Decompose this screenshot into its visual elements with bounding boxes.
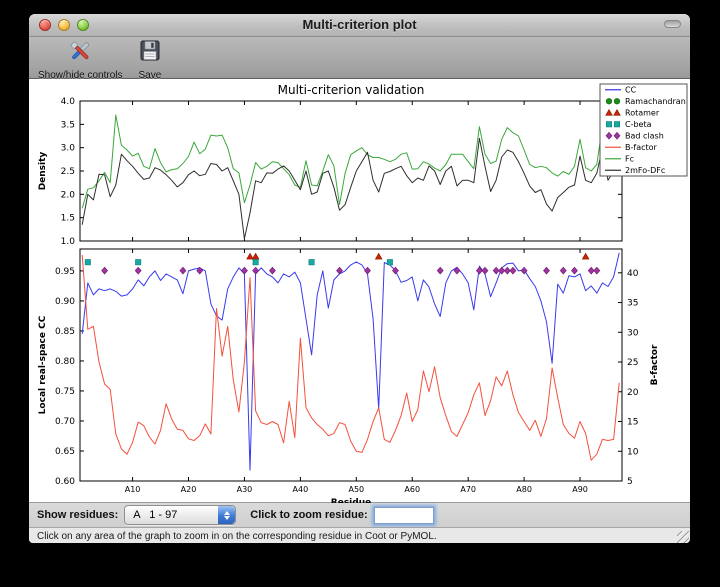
svg-text:2.5: 2.5: [61, 167, 75, 177]
series-CC: [81, 252, 620, 471]
markers-bad-clash: [101, 266, 601, 275]
svg-text:0.70: 0.70: [55, 417, 75, 427]
markers-rotamer: [246, 252, 590, 260]
markers-c-beta: [84, 259, 393, 266]
svg-text:30: 30: [627, 328, 639, 338]
svg-text:3.5: 3.5: [61, 120, 75, 130]
series-Fc: [81, 114, 620, 209]
zoom-residue-label: Click to zoom residue:: [250, 509, 368, 521]
multi-criterion-plot-window: Multi-criterion plot: [29, 14, 690, 543]
svg-text:A20: A20: [181, 485, 197, 494]
svg-text:B-factor: B-factor: [650, 344, 660, 385]
show-residues-value: A 1 - 97: [133, 509, 178, 521]
show-hide-controls-button[interactable]: Show/hide controls: [38, 39, 123, 81]
svg-text:2mFo-DFc: 2mFo-DFc: [625, 166, 665, 175]
svg-text:A70: A70: [460, 485, 476, 494]
tools-icon: [67, 39, 93, 69]
svg-text:2.0: 2.0: [61, 190, 76, 200]
window-controls: [39, 19, 89, 31]
show-residues-select[interactable]: A 1 - 97: [124, 505, 237, 525]
zoom-window-button[interactable]: [77, 19, 89, 31]
series-B-factor: [81, 254, 620, 461]
svg-text:A10: A10: [125, 485, 141, 494]
svg-text:1.0: 1.0: [61, 237, 76, 247]
svg-text:15: 15: [627, 418, 638, 428]
svg-text:40: 40: [627, 269, 639, 279]
svg-text:3.0: 3.0: [61, 144, 76, 154]
save-button[interactable]: Save: [138, 39, 162, 81]
status-bar: Click on any area of the graph to zoom i…: [29, 528, 690, 543]
svg-text:4.0: 4.0: [61, 97, 76, 107]
svg-text:Multi-criterion validation: Multi-criterion validation: [278, 83, 425, 97]
plot-figure: A10 A20 A30 A40 A50 A60 A70 A80 A90 1.0 1.5 2.0 2.5 3…: [29, 79, 690, 508]
toolbar: Show/hide controls Save: [29, 37, 690, 81]
toolbar-toggle-button[interactable]: [664, 20, 681, 28]
show-hide-controls-label: Show/hide controls: [38, 70, 123, 81]
series-2mFo-DFc: [81, 137, 620, 240]
svg-text:1.5: 1.5: [61, 214, 75, 224]
svg-text:0.80: 0.80: [55, 357, 75, 367]
window-title: Multi-criterion plot: [302, 17, 417, 32]
zoom-residue-input[interactable]: [373, 506, 434, 524]
legend: CC Ramachandran Rotamer C-beta Bad clash B-fa…: [599, 83, 688, 177]
svg-text:Rotamer: Rotamer: [625, 109, 660, 118]
control-bar: Show residues: A 1 - 97 Click to zoom re…: [29, 503, 690, 528]
svg-text:0.60: 0.60: [55, 477, 75, 487]
svg-text:0.65: 0.65: [55, 447, 75, 457]
svg-text:Local real-space CC: Local real-space CC: [38, 315, 48, 414]
svg-text:A60: A60: [404, 485, 420, 494]
floppy-disk-icon: [139, 39, 161, 69]
svg-text:A40: A40: [293, 485, 309, 494]
multi-criterion-chart[interactable]: A10 A20 A30 A40 A50 A60 A70 A80 A90 1.0 1.5 2.0 2.5 3…: [29, 79, 690, 508]
show-residues-label: Show residues:: [37, 509, 119, 521]
svg-text:Bad clash: Bad clash: [625, 132, 664, 141]
svg-text:0.95: 0.95: [55, 267, 75, 277]
svg-text:20: 20: [627, 388, 639, 398]
select-stepper-icon: [218, 506, 236, 524]
resize-grip[interactable]: [677, 531, 689, 543]
svg-text:5: 5: [627, 477, 633, 487]
svg-text:0.75: 0.75: [55, 387, 75, 397]
svg-text:C-beta: C-beta: [625, 120, 652, 129]
svg-text:B-factor: B-factor: [625, 143, 658, 152]
svg-text:25: 25: [627, 358, 638, 368]
close-button[interactable]: [39, 19, 51, 31]
svg-text:CC: CC: [625, 86, 637, 95]
svg-text:A90: A90: [572, 485, 588, 494]
title-bar[interactable]: Multi-criterion plot: [29, 14, 690, 37]
svg-text:10: 10: [627, 447, 639, 457]
minimize-button[interactable]: [58, 19, 70, 31]
save-label: Save: [138, 70, 162, 81]
svg-text:A50: A50: [348, 485, 364, 494]
svg-text:A30: A30: [237, 485, 253, 494]
svg-text:0.85: 0.85: [55, 327, 75, 337]
status-text: Click on any area of the graph to zoom i…: [37, 530, 437, 542]
svg-text:A80: A80: [516, 485, 532, 494]
svg-text:35: 35: [627, 299, 638, 309]
svg-text:Density: Density: [38, 152, 48, 191]
svg-text:Fc: Fc: [625, 155, 634, 164]
svg-text:Ramachandran: Ramachandran: [625, 97, 686, 106]
svg-text:0.90: 0.90: [55, 297, 75, 307]
